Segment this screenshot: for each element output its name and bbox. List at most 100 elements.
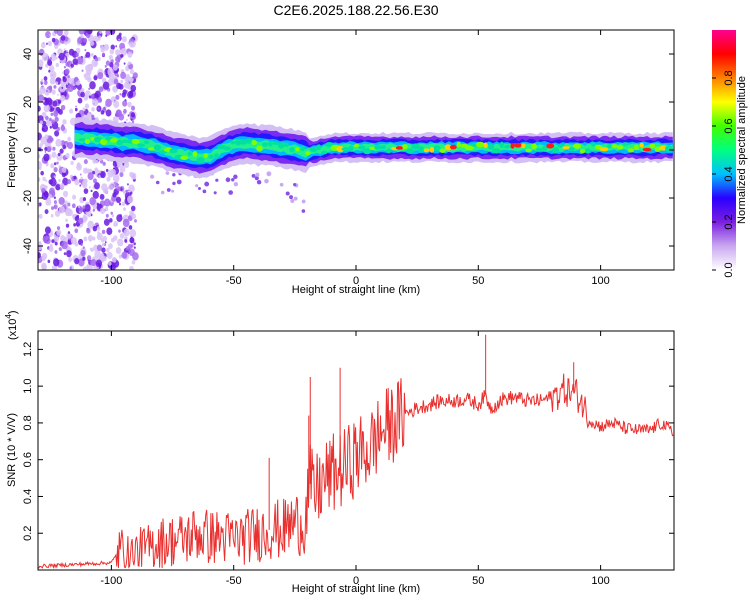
noise-blob <box>134 219 137 223</box>
noise-blob <box>40 42 46 49</box>
noise-blob <box>130 77 134 82</box>
noise-blob <box>105 190 109 194</box>
noise-blob <box>83 73 87 78</box>
noise-blob <box>79 207 83 212</box>
noise-blob <box>84 103 90 109</box>
noise-blob <box>53 166 58 173</box>
ridge-blob <box>336 145 345 153</box>
noise-blob <box>105 168 109 173</box>
colorbar-label: Normalized spectral amplitude <box>736 76 748 224</box>
noise-blob <box>38 166 42 170</box>
noise-blob <box>45 31 51 39</box>
noise-blob <box>80 250 86 257</box>
ridge-blob <box>316 144 322 151</box>
noise-blob <box>108 261 112 266</box>
ridge-blob <box>536 147 543 152</box>
noise-blob <box>150 174 155 179</box>
noise-blob <box>113 224 116 227</box>
noise-blob <box>45 198 52 206</box>
ridge-blob <box>284 142 289 147</box>
noise-blob <box>50 53 57 62</box>
noise-blob <box>53 258 60 267</box>
noise-blob <box>58 52 65 61</box>
ridge-blob <box>456 141 461 148</box>
noise-blob <box>82 256 86 261</box>
noise-blob <box>58 247 62 251</box>
noise-blob <box>130 205 136 212</box>
noise-blob <box>39 143 43 148</box>
noise-blob <box>91 114 94 118</box>
noise-blob <box>59 148 64 154</box>
noise-blob <box>233 182 239 187</box>
ridge-blob <box>639 142 644 148</box>
noise-blob <box>93 244 99 252</box>
noise-blob <box>119 233 125 239</box>
x-tick-label: -50 <box>226 575 242 587</box>
ridge-blob <box>353 143 360 148</box>
noise-blob <box>81 69 84 72</box>
y-tick-label: 0.6 <box>22 452 34 467</box>
noise-blob <box>82 107 86 112</box>
noise-blob <box>49 187 55 195</box>
noise-blob <box>69 108 74 114</box>
noise-blob <box>129 41 135 48</box>
ridge-blob <box>525 148 533 153</box>
noise-blob <box>63 48 66 52</box>
noise-blob <box>101 229 106 235</box>
ridge-blob <box>591 142 596 147</box>
noise-blob <box>86 30 93 35</box>
noise-blob <box>44 150 47 153</box>
noise-blob <box>47 259 51 264</box>
noise-blob <box>82 167 88 174</box>
noise-blob <box>53 162 57 166</box>
noise-blob <box>53 200 57 205</box>
noise-blob <box>73 87 76 90</box>
noise-blob <box>56 229 62 236</box>
noise-blob <box>41 52 49 62</box>
noise-blob <box>225 177 231 183</box>
ridge-blob <box>585 148 591 154</box>
snr-x-label: Height of straight line (km) <box>292 583 420 595</box>
noise-blob <box>172 181 176 186</box>
noise-blob <box>101 183 108 192</box>
noise-blob <box>118 202 122 206</box>
noise-blob <box>130 112 136 118</box>
noise-blob <box>301 199 306 204</box>
noise-blob <box>86 228 91 234</box>
noise-blob <box>56 161 59 165</box>
noise-blob <box>49 117 52 122</box>
noise-blob <box>61 172 66 178</box>
noise-blob <box>127 61 131 65</box>
noise-blob <box>82 197 87 202</box>
noise-blob <box>120 47 128 57</box>
noise-blob <box>38 213 43 219</box>
noise-blob <box>42 97 50 106</box>
y-tick-label: 1.2 <box>22 342 34 357</box>
colorbar-tick-label: 0.8 <box>723 70 735 85</box>
ridge-blob <box>557 144 565 148</box>
noise-blob <box>41 262 47 270</box>
noise-blob <box>64 200 68 205</box>
noise-blob <box>108 183 114 191</box>
noise-blob <box>128 184 135 193</box>
noise-blob <box>48 245 54 252</box>
ridge-blob <box>510 143 515 149</box>
colorbar-tick-label: 0.4 <box>723 166 735 181</box>
noise-blob <box>67 83 74 93</box>
noise-blob <box>92 225 98 232</box>
colorbar-ticks: 0.0 0.2 0.4 0.6 0.8 <box>712 70 735 278</box>
noise-blob <box>116 74 120 78</box>
noise-blob <box>90 94 95 99</box>
ridge-blob <box>262 142 268 147</box>
noise-blob <box>65 62 70 67</box>
noise-blob <box>54 235 60 243</box>
noise-blob <box>72 194 77 200</box>
ridge-blob <box>664 145 673 152</box>
ridge-blob <box>110 138 119 143</box>
noise-blob <box>55 62 60 68</box>
noise-blob <box>45 115 49 121</box>
noise-blob <box>96 226 101 231</box>
noise-blob <box>84 90 91 98</box>
noise-blob <box>228 190 233 195</box>
ridge-blob <box>187 151 192 157</box>
